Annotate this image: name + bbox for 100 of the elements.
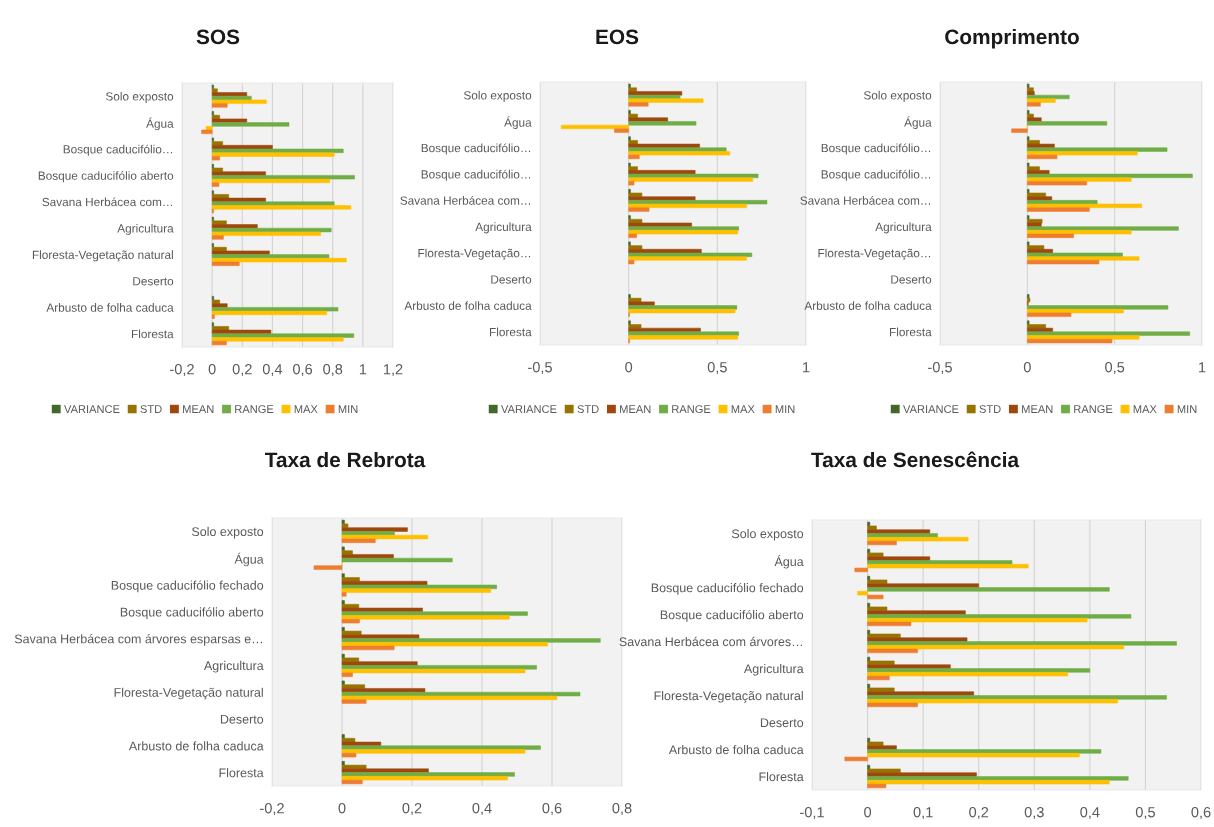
bar <box>867 783 887 789</box>
x-tick-label: 0,5 <box>1105 362 1125 375</box>
bar <box>628 256 747 261</box>
bar <box>628 166 638 171</box>
bar <box>867 749 1102 754</box>
x-tick-label: 0,3 <box>1024 807 1044 820</box>
bar <box>211 299 220 304</box>
bar <box>1027 308 1124 314</box>
y-tick-label: Bosque caducifólio fechado <box>651 582 804 595</box>
bar <box>211 171 266 176</box>
bar <box>341 554 394 559</box>
legend-label: VARIANCE <box>501 405 557 414</box>
y-tick-label: Deserto <box>133 277 174 286</box>
bar <box>341 519 345 525</box>
bar <box>867 702 918 708</box>
y-tick-label: Bosque caducifólio… <box>421 143 531 155</box>
bar <box>341 695 558 700</box>
bar <box>867 776 1129 781</box>
bar <box>201 129 213 134</box>
x-tick-label: 0 <box>1023 362 1031 373</box>
bar <box>867 780 1110 785</box>
bar <box>854 567 868 573</box>
bar <box>628 117 668 122</box>
x-tick-label: 0,8 <box>323 364 343 377</box>
bar <box>867 552 884 557</box>
x-tick-label: 0,6 <box>1191 807 1211 820</box>
bar <box>867 768 901 773</box>
bar <box>867 664 951 669</box>
y-tick-label: Floresta <box>489 327 532 337</box>
bar <box>628 173 759 179</box>
bar <box>341 761 345 766</box>
y-tick-label: Floresta-Vegetação natural <box>32 250 173 262</box>
bar <box>628 324 642 329</box>
bar <box>211 258 347 263</box>
bar <box>628 121 697 126</box>
bar <box>867 648 918 654</box>
bar <box>1027 207 1090 212</box>
bar <box>341 745 541 750</box>
x-tick-label: 0,6 <box>542 803 562 816</box>
bar <box>1027 335 1140 340</box>
y-tick-label: Deserto <box>491 275 532 284</box>
y-tick-label: Bosque caducifólio fechado <box>111 580 264 593</box>
y-tick-label: Floresta-Vegetação… <box>818 248 931 260</box>
legend-label: MEAN <box>183 405 214 413</box>
y-tick-label: Agricultura <box>117 223 174 235</box>
bar <box>628 305 738 310</box>
bar <box>628 252 753 257</box>
x-tick-label: 0,4 <box>1080 807 1100 820</box>
bar <box>628 230 739 235</box>
x-tick-label: 1 <box>1199 362 1206 373</box>
bar <box>867 560 1013 565</box>
bar <box>341 538 376 543</box>
bar <box>867 699 1118 704</box>
bar <box>1027 260 1100 265</box>
bar <box>341 653 345 659</box>
bar <box>628 91 683 96</box>
bar <box>867 540 897 546</box>
bar <box>1027 256 1140 261</box>
bar <box>867 556 931 561</box>
bar <box>628 102 649 107</box>
bar <box>341 668 526 674</box>
bar <box>628 301 655 306</box>
bar <box>341 592 347 597</box>
bar <box>1027 312 1072 317</box>
bar <box>341 753 357 758</box>
bar <box>211 182 220 187</box>
y-tick-label: Bosque caducifólio… <box>821 143 931 155</box>
bar <box>867 533 938 538</box>
x-tick-label: -0,2 <box>170 364 194 377</box>
bar <box>1027 147 1168 152</box>
bar <box>1027 192 1046 197</box>
bar <box>867 618 1088 623</box>
bar <box>628 98 704 103</box>
bar <box>211 333 355 338</box>
bar <box>1027 196 1053 201</box>
bar <box>211 167 223 172</box>
bar <box>211 118 248 123</box>
bar <box>1027 121 1108 126</box>
x-tick-label: 0,1 <box>913 807 933 820</box>
bar <box>1027 113 1034 119</box>
bar <box>844 756 868 762</box>
legend-label: MIN <box>1177 405 1197 413</box>
bar <box>867 695 1167 700</box>
y-tick-label: Savana Herbácea com árvores… <box>619 636 802 647</box>
bar <box>1027 173 1193 179</box>
bar <box>867 687 895 692</box>
bar <box>211 329 272 335</box>
y-tick-label: Solo exposto <box>191 526 264 539</box>
bar <box>628 203 747 208</box>
bar <box>341 661 418 666</box>
bar <box>341 741 382 747</box>
bar <box>211 303 228 308</box>
bar <box>1027 98 1056 103</box>
x-tick-label: 0 <box>338 803 346 814</box>
legend-label: MIN <box>775 405 795 413</box>
bar <box>211 156 220 161</box>
bar <box>341 534 429 540</box>
x-tick-label: 0 <box>864 807 872 818</box>
bar <box>1027 166 1040 171</box>
x-tick-label: -0,1 <box>800 807 824 820</box>
